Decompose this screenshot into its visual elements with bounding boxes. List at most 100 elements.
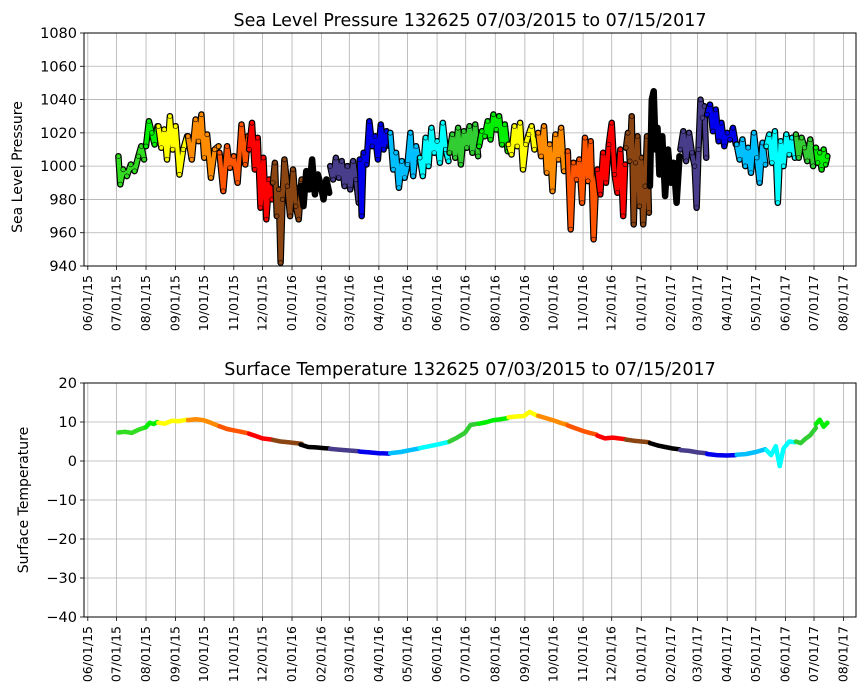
temperature-series-line	[388, 446, 421, 455]
pressure-data-point	[193, 116, 199, 123]
pressure-data-point	[820, 146, 827, 153]
pressure-y-tick-label: 1080	[40, 26, 77, 42]
pressure-series-2015-07	[115, 142, 148, 188]
pressure-data-point	[257, 205, 264, 211]
pressure-data-point	[272, 160, 278, 166]
temperature-data-point	[610, 435, 615, 440]
pressure-data-point	[796, 155, 802, 161]
temperature-data-point	[477, 421, 482, 426]
temperature-series-line	[144, 420, 160, 429]
pressure-data-point	[323, 176, 330, 183]
temperature-data-point	[193, 417, 198, 422]
temperature-series-line	[358, 450, 391, 456]
pressure-data-point	[287, 213, 293, 219]
pressure-data-point	[485, 118, 491, 124]
pressure-data-point	[665, 146, 671, 153]
pressure-data-point	[141, 156, 147, 163]
temperature-series-2017-06	[793, 425, 819, 446]
pressure-x-tick-label: 04/01/16	[371, 275, 386, 331]
temperature-data-point	[813, 425, 818, 430]
pressure-data-point	[366, 118, 372, 124]
temperature-data-point	[558, 420, 563, 425]
pressure-data-point	[704, 111, 710, 118]
pressure-data-point	[279, 196, 286, 202]
pressure-data-point	[786, 151, 792, 158]
pressure-data-point	[446, 150, 453, 156]
pressure-data-point	[306, 186, 312, 192]
pressure-data-point	[327, 163, 333, 169]
pressure-data-point	[413, 143, 419, 149]
pressure-series-line	[156, 114, 190, 177]
pressure-data-point	[824, 153, 831, 159]
pressure-data-point	[198, 111, 204, 118]
pressure-data-point	[290, 166, 296, 173]
temperature-x-tick-label: 07/01/17	[806, 626, 821, 682]
pressure-data-point	[173, 123, 179, 129]
pressure-data-point	[514, 143, 520, 149]
pressure-data-point	[606, 141, 612, 148]
temperature-series-line	[328, 447, 361, 453]
pressure-data-point	[387, 130, 393, 136]
pressure-data-point	[638, 155, 644, 161]
temperature-data-point	[813, 422, 818, 426]
pressure-data-point	[597, 191, 603, 197]
pressure-series-2016-09	[534, 122, 571, 195]
temperature-data-point	[483, 420, 488, 425]
pressure-data-point	[647, 183, 653, 189]
pressure-data-point	[807, 136, 813, 143]
temperature-y-tick-label: −20	[46, 532, 77, 548]
pressure-data-point	[363, 161, 370, 168]
temperature-data-point	[678, 448, 683, 453]
pressure-data-point	[132, 168, 138, 174]
pressure-data-point	[721, 143, 727, 149]
pressure-series-2016-05	[416, 119, 452, 180]
temperature-axis-ticks: −40 −30 −20 −10 0 10 20 06/01/15 07/01/15 08/01/1…	[46, 376, 850, 682]
temperature-x-tick-label: 08/01/15	[138, 626, 153, 682]
pressure-data-point	[677, 146, 684, 153]
pressure-data-point	[231, 153, 237, 159]
pressure-data-point	[410, 173, 416, 179]
temperature-data-points	[116, 409, 830, 469]
temperature-x-tick-label: 09/01/16	[517, 626, 532, 682]
pressure-series-2017-01	[646, 88, 683, 207]
pressure-data-point	[614, 190, 621, 196]
pressure-data-point	[185, 133, 191, 139]
pressure-data-point	[756, 180, 763, 186]
temperature-data-point	[116, 430, 121, 435]
pressure-data-point	[775, 200, 781, 206]
pressure-x-tick-label: 10/01/16	[545, 275, 560, 331]
pressure-data-point	[276, 186, 282, 192]
pressure-data-point	[350, 158, 356, 164]
pressure-data-point	[654, 125, 661, 131]
temperature-data-point	[169, 418, 174, 423]
pressure-x-tick-label: 06/01/17	[777, 275, 792, 331]
temperature-data-point	[123, 429, 127, 434]
pressure-data-point	[588, 138, 594, 144]
pressure-series-2016-11	[594, 119, 629, 220]
pressure-data-point	[611, 171, 618, 178]
pressure-data-point	[437, 160, 443, 166]
pressure-data-point	[158, 145, 164, 151]
temperature-x-tick-label: 07/01/15	[108, 626, 123, 682]
pressure-data-point	[260, 155, 267, 161]
pressure-data-point	[320, 196, 327, 202]
pressure-data-point	[622, 161, 628, 168]
pressure-series-line	[793, 132, 818, 169]
pressure-data-point	[149, 130, 155, 136]
pressure-data-point	[541, 123, 547, 129]
temperature-x-tick-label: 01/01/17	[633, 626, 648, 682]
pressure-y-tick-label: 1060	[40, 59, 77, 75]
temperature-data-point	[313, 445, 318, 450]
pressure-data-point	[318, 181, 324, 187]
temperature-series-2015-07	[116, 425, 148, 436]
pressure-data-point	[629, 113, 635, 119]
pressure-data-point	[204, 131, 210, 138]
pressure-x-tick-label: 09/01/16	[517, 275, 532, 331]
pressure-data-point	[623, 145, 629, 151]
pressure-data-point	[359, 213, 365, 219]
pressure-data-point	[671, 160, 677, 166]
pressure-data-point	[573, 176, 580, 183]
pressure-data-point	[697, 96, 704, 103]
temperature-x-tick-label: 05/01/17	[748, 626, 763, 682]
pressure-data-point	[490, 111, 497, 118]
